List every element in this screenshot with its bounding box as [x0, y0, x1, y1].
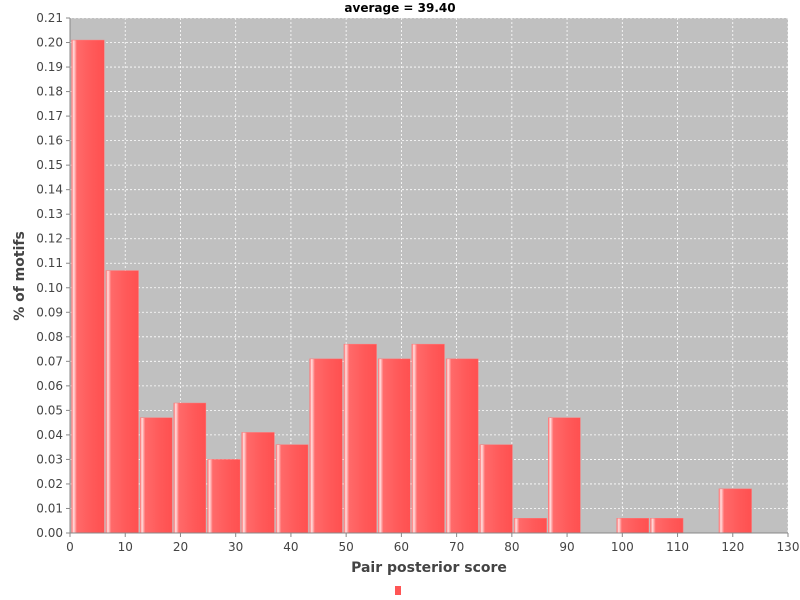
histogram-bar [241, 432, 275, 534]
x-tick-label: 90 [559, 540, 574, 554]
x-tick-label: 20 [173, 540, 188, 554]
y-tick-label: 0.07 [36, 354, 63, 368]
y-tick-label: 0.03 [36, 452, 63, 466]
axes: 0.00 0.01 0.02 0.03 0.04 0.05 0.06 0.07 0.08 0.09… [36, 11, 799, 554]
y-axis-label: % of motifs [12, 231, 28, 321]
x-tick-label: 10 [118, 540, 133, 554]
y-tick-label: 0.00 [36, 526, 63, 540]
x-tick-label: 110 [666, 540, 689, 554]
histogram-bar [513, 518, 547, 534]
y-tick-label: 0.12 [36, 232, 63, 246]
y-tick-label: 0.19 [36, 60, 63, 74]
x-tick-label: 40 [283, 540, 298, 554]
y-tick-label: 0.06 [36, 379, 63, 393]
x-axis-label: Pair posterior score [351, 560, 507, 576]
y-tick-label: 0.08 [36, 330, 63, 344]
y-tick-label: 0.10 [36, 281, 63, 295]
y-tick-label: 0.11 [36, 256, 63, 270]
x-tick-label: 80 [504, 540, 519, 554]
x-tick-label: 100 [611, 540, 634, 554]
x-tick-label: 0 [66, 540, 74, 554]
chart-title: average = 39.40 [344, 1, 456, 15]
y-tick-label: 0.18 [36, 85, 63, 99]
y-tick-label: 0.05 [36, 403, 63, 417]
histogram-bar [479, 444, 513, 534]
y-tick-label: 0.04 [36, 428, 63, 442]
histogram-bar [616, 518, 650, 534]
x-tick-label: 70 [449, 540, 464, 554]
y-tick-label: 0.01 [36, 501, 63, 515]
y-tick-label: 0.02 [36, 477, 63, 491]
y-tick-label: 0.13 [36, 207, 63, 221]
y-tick-label: 0.15 [36, 158, 63, 172]
legend-swatch [395, 586, 401, 595]
y-tick-label: 0.20 [36, 36, 63, 50]
y-tick-label: 0.21 [36, 11, 63, 25]
x-tick-label: 120 [721, 540, 744, 554]
histogram-bar [445, 358, 479, 534]
y-tick-label: 0.16 [36, 134, 63, 148]
histogram-bar [71, 39, 105, 534]
x-tick-label: 130 [777, 540, 800, 554]
histogram-bar [139, 417, 173, 534]
x-tick-label: 60 [394, 540, 409, 554]
histogram-bar [207, 459, 241, 534]
x-tick-label: 30 [228, 540, 243, 554]
histogram-bar [548, 417, 581, 534]
x-tick-label: 50 [339, 540, 354, 554]
y-tick-label: 0.17 [36, 109, 63, 123]
histogram-bar [377, 358, 411, 534]
histogram-bar [173, 402, 207, 534]
histogram-bar [343, 343, 377, 534]
histogram-bar [275, 444, 309, 534]
histogram-bar [411, 343, 445, 534]
y-tick-label: 0.14 [36, 183, 63, 197]
bars [71, 39, 752, 534]
histogram-bar [650, 518, 684, 534]
y-tick-label: 0.09 [36, 305, 63, 319]
histogram-bar [309, 358, 343, 534]
histogram-bar [105, 270, 139, 534]
histogram-bar [718, 488, 752, 534]
